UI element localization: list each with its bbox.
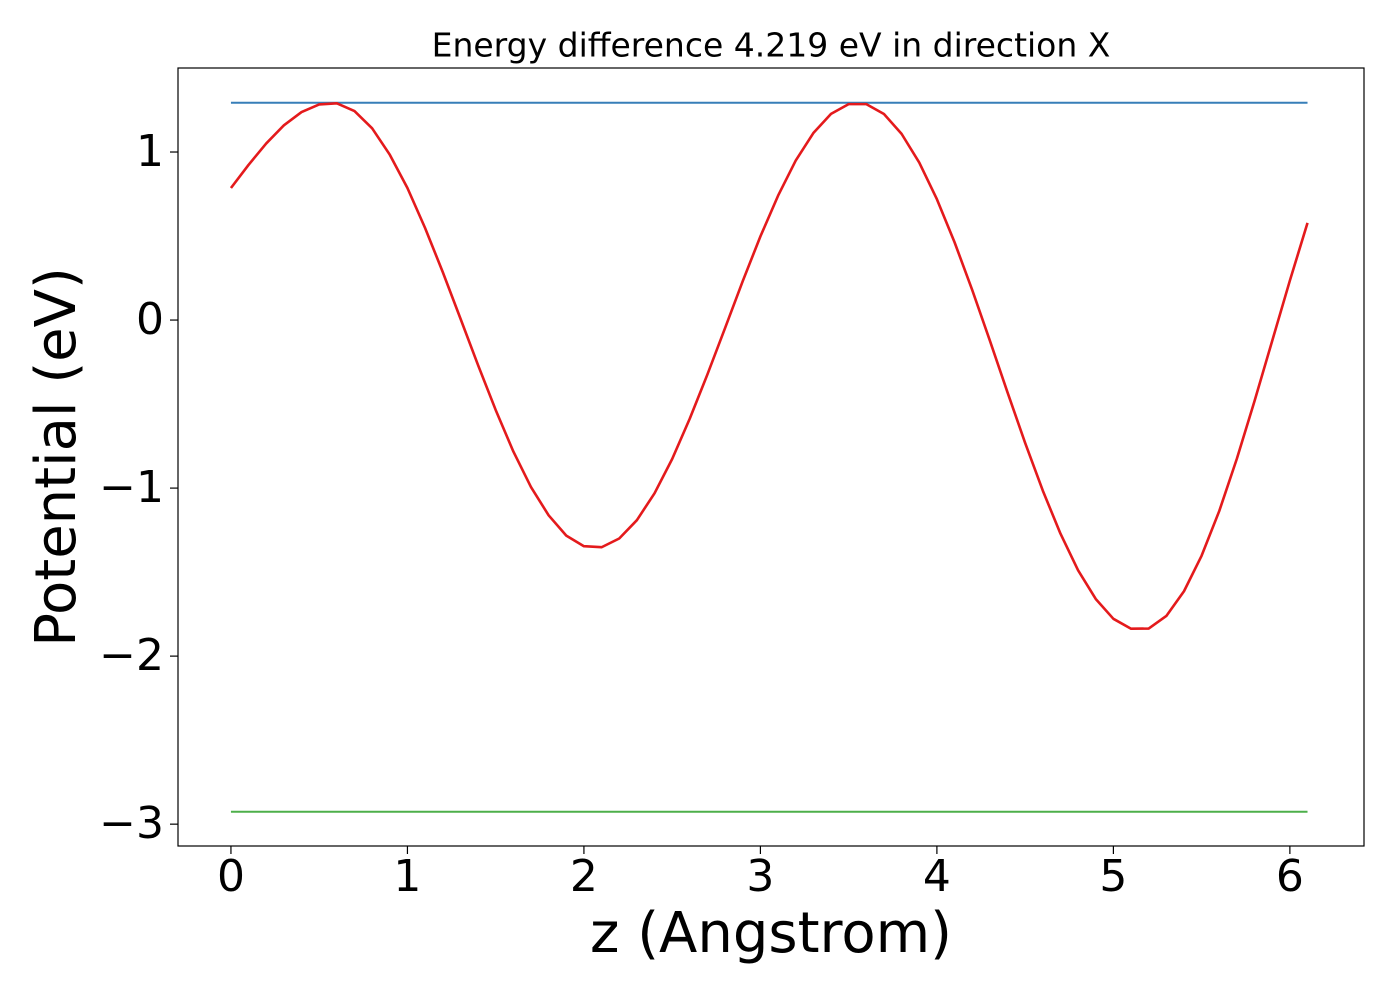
plot-area bbox=[229, 101, 1309, 813]
x-tick-label: 3 bbox=[746, 851, 774, 902]
y-tick-label: −3 bbox=[99, 798, 164, 849]
x-tick-label: 1 bbox=[393, 851, 421, 902]
x-tick-label: 2 bbox=[570, 851, 598, 902]
x-tick-label: 4 bbox=[923, 851, 951, 902]
chart-title: Energy difference 4.219 eV in direction … bbox=[432, 26, 1111, 65]
axes-frame bbox=[177, 67, 1365, 847]
x-tick-label: 6 bbox=[1276, 851, 1304, 902]
x-tick-label: 5 bbox=[1099, 851, 1127, 902]
data-line bbox=[229, 101, 1309, 631]
y-tick-label: −2 bbox=[99, 630, 164, 681]
y-tick-label: −1 bbox=[99, 462, 164, 513]
y-axis-label: Potential (eV) bbox=[24, 267, 89, 647]
x-tick-label: 0 bbox=[217, 851, 245, 902]
x-axis-label: z (Angstrom) bbox=[590, 901, 952, 966]
y-tick-label: 0 bbox=[136, 294, 164, 345]
y-tick-label: 1 bbox=[136, 126, 164, 177]
